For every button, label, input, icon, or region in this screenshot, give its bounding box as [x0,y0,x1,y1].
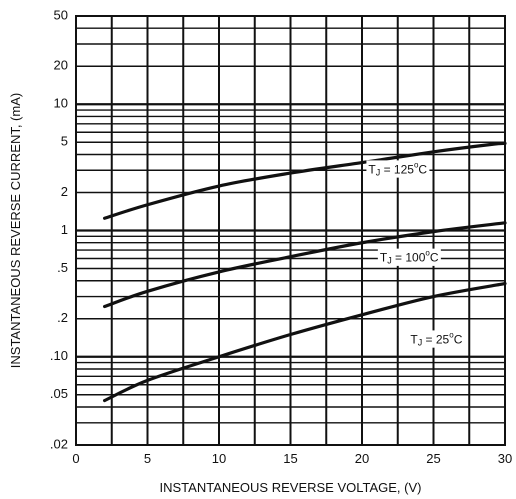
label-t: T [410,332,418,346]
label-subscript: J [418,338,423,348]
plot-frame [75,15,506,446]
y-tick-labels: .02 .05 .10 .2 .5 1 2 5 10 20 50 [50,7,68,451]
x-tick-labels: 0 5 10 15 20 25 30 [72,451,512,466]
series-label-text: TJ = 100oC [380,249,439,266]
y-tick-label: .05 [50,386,68,401]
y-tick-label: .10 [50,348,68,363]
label-value: = 25 [422,332,449,346]
x-tick-label: 5 [144,451,151,466]
label-t: T [368,162,376,176]
label-degree: o [414,160,419,169]
y-axis-title: INSTANTANEOUS REVERSE CURRENT, (mA) [8,93,23,368]
y-tick-label: 10 [54,96,68,111]
x-tick-label: 25 [426,451,440,466]
series-label-box [377,248,441,266]
x-tick-label: 0 [72,451,79,466]
x-tick-label: 30 [498,451,512,466]
series-label-box [366,160,430,178]
x-tick-label: 20 [355,451,369,466]
label-degree: o [425,249,430,258]
series-line-0 [103,141,507,220]
label-degree: o [449,330,454,339]
series-line-2 [103,281,507,403]
x-tick-label: 10 [212,451,226,466]
y-tick-label: 5 [61,134,68,149]
label-subscript: J [376,168,381,178]
series-label-box [408,330,465,348]
label-subscript: J [387,256,392,266]
series-label-text: TJ = 25oC [410,330,462,347]
series-label-text: TJ = 125oC [368,160,427,177]
curves [103,141,507,403]
label-value: = 100 [392,251,426,265]
label-unit: C [454,332,463,346]
series-label-1: TJ = 100oC [377,248,441,266]
y-tick-label: 1 [61,222,68,237]
label-unit: C [418,162,427,176]
y-tick-label: .2 [57,310,68,325]
y-tick-label: .02 [50,436,68,451]
series-line-1 [103,221,507,309]
x-tick-label: 15 [283,451,297,466]
y-tick-label: 50 [54,7,68,22]
label-unit: C [430,251,439,265]
label-t: T [380,251,388,265]
series-label-0: TJ = 125oC [366,160,430,178]
y-tick-label: 2 [61,184,68,199]
series-label-2: TJ = 25oC [408,330,465,348]
y-tick-label: .5 [57,260,68,275]
x-axis-title: INSTANTANEOUS REVERSE VOLTAGE, (V) [160,480,422,495]
label-value: = 125 [380,162,414,176]
y-tick-label: 20 [54,58,68,73]
